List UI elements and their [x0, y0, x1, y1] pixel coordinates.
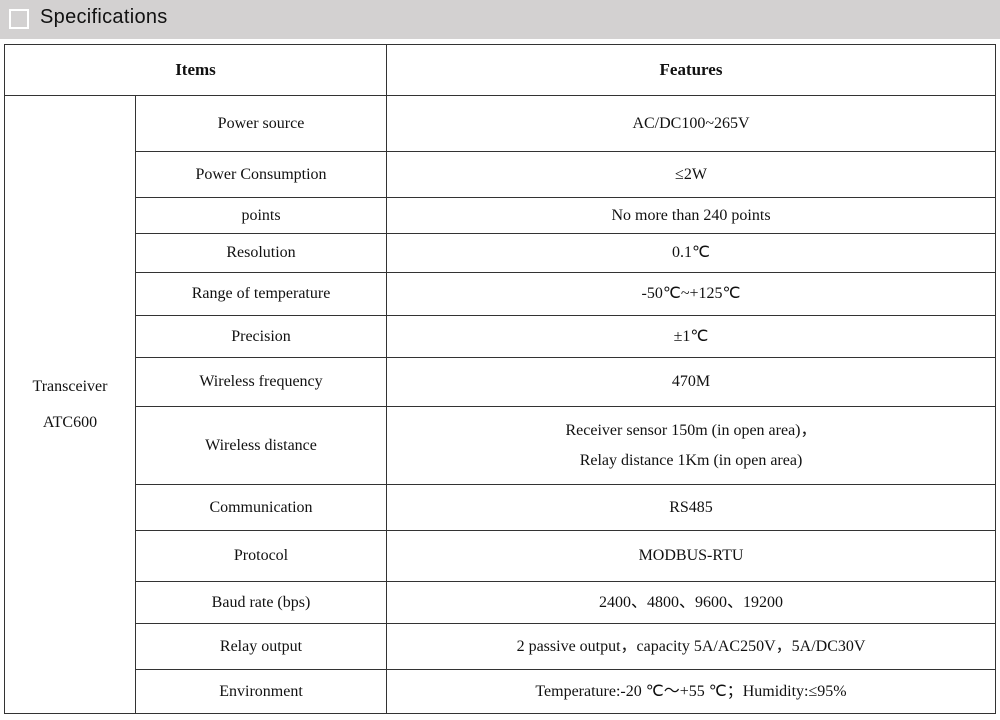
table-row: Precision ±1℃ [5, 315, 996, 358]
header-items: Items [4, 44, 387, 96]
table-row: Power Consumption ≤2W [5, 151, 996, 198]
table-row: Resolution 0.1℃ [5, 233, 996, 273]
header-features: Features [386, 44, 996, 96]
item-cell: Power source [135, 95, 387, 152]
checkbox-square-icon [9, 9, 29, 29]
feature-cell: 0.1℃ [386, 233, 996, 273]
feature-line: -50℃~+125℃ [641, 285, 741, 302]
feature-line: 470M [671, 373, 711, 390]
table-row: points No more than 240 points [5, 197, 996, 234]
item-cell: Resolution [135, 233, 387, 273]
item-cell: Wireless distance [135, 406, 387, 485]
feature-line: MODBUS-RTU [638, 547, 744, 564]
item-cell: Baud rate (bps) [135, 581, 387, 624]
item-cell: Relay output [135, 623, 387, 670]
feature-cell: AC/DC100~265V [386, 95, 996, 152]
feature-line: 2 passive output，capacity 5A/AC250V，5A/D… [516, 637, 866, 655]
feature-cell: RS485 [386, 484, 996, 531]
feature-line: No more than 240 points [611, 206, 771, 224]
feature-cell: 2 passive output，capacity 5A/AC250V，5A/D… [386, 623, 996, 670]
feature-cell: Temperature:-20 ℃～+55 ℃；Humidity:≤95% [386, 669, 996, 714]
table-row: Wireless distance Receiver sensor 150m (i… [5, 406, 996, 485]
specifications-table: Items Features Transceiver ATC600 Power so… [4, 44, 996, 714]
feature-line: 0.1℃ [672, 244, 710, 261]
feature-cell: 2400、4800、9600、19200 [386, 581, 996, 624]
table-row: Baud rate (bps) 2400、4800、9600、19200 [5, 581, 996, 624]
table-row: Relay output 2 passive output，capacity 5A… [5, 623, 996, 670]
table-row: Protocol MODBUS-RTU [5, 530, 996, 582]
table-row: Transceiver ATC600 Power source AC/DC100~26… [4, 95, 996, 714]
item-cell: Precision [135, 315, 387, 358]
item-cell: Communication [135, 484, 387, 531]
feature-line: ±1℃ [673, 327, 709, 345]
feature-cell: ±1℃ [386, 315, 996, 358]
group-label-line: ATC600 [42, 413, 98, 431]
table-row: Wireless frequency 470M [5, 357, 996, 407]
section-title: Specifications [40, 6, 168, 28]
feature-cell: ≤2W [386, 151, 996, 198]
item-cell: Range of temperature [135, 272, 387, 316]
table-row: Environment Temperature:-20 ℃～+55 ℃；Humid… [5, 669, 996, 714]
feature-line: RS485 [669, 498, 713, 516]
feature-cell: -50℃~+125℃ [386, 272, 996, 316]
section-header: Specifications [0, 0, 1000, 39]
feature-cell: Receiver sensor 150m (in open area)， Rela… [386, 406, 996, 485]
feature-line: AC/DC100~265V [632, 114, 750, 132]
item-cell: Power Consumption [135, 151, 387, 198]
item-cell: Wireless frequency [135, 357, 387, 407]
feature-line: Temperature:-20 ℃～+55 ℃；Humidity:≤95% [535, 682, 847, 700]
table-row: Communication RS485 [5, 484, 996, 531]
group-cell: Transceiver ATC600 [4, 95, 136, 714]
table-row: Range of temperature -50℃~+125℃ [5, 272, 996, 316]
feature-line: Relay distance 1Km (in open area) [579, 451, 803, 469]
feature-cell: 470M [386, 357, 996, 407]
group-label-line: Transceiver [32, 377, 108, 395]
item-cell: Environment [135, 669, 387, 714]
item-cell: points [135, 197, 387, 234]
feature-line: ≤2W [675, 165, 707, 183]
feature-line: 2400、4800、9600、19200 [598, 593, 783, 611]
item-cell: Protocol [135, 530, 387, 582]
feature-line: Receiver sensor 150m (in open area)， [565, 421, 817, 439]
feature-cell: No more than 240 points [386, 197, 996, 234]
feature-cell: MODBUS-RTU [386, 530, 996, 582]
